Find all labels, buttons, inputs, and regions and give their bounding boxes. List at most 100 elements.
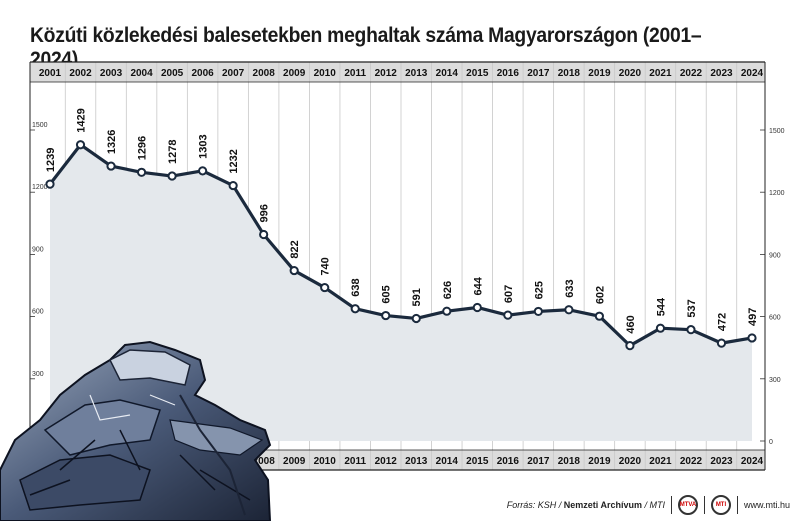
xtick-label-top: 2018 (558, 68, 581, 79)
top-year-band (30, 62, 765, 82)
footer: Forrás: KSH / Nemzeti Archívum / MTI MTV… (507, 495, 790, 515)
data-point (106, 161, 116, 171)
data-label: 625 (533, 281, 545, 299)
data-point (381, 310, 391, 321)
footer-separator (736, 496, 738, 514)
data-label: 1278 (167, 140, 179, 164)
data-point (228, 180, 238, 191)
xtick-label-bottom: 2023 (710, 456, 733, 467)
ytick-label-right: 0 (769, 439, 773, 446)
data-label: 740 (320, 257, 332, 275)
data-point (533, 306, 543, 317)
data-point (716, 338, 727, 348)
xtick-label-bottom: 2018 (558, 456, 581, 467)
xtick-label-top: 2002 (69, 68, 92, 79)
series-line (48, 143, 753, 348)
area-fill (50, 144, 752, 441)
data-point (75, 140, 86, 150)
site-link[interactable]: www.mti.hu (743, 500, 790, 510)
footer-separator (703, 496, 705, 514)
ytick-label-right: 1500 (769, 128, 785, 135)
data-point (259, 229, 269, 240)
data-label: 472 (716, 313, 728, 331)
xtick-label-top: 2009 (283, 68, 306, 79)
area-layer (50, 144, 752, 441)
data-point (472, 302, 482, 313)
xtick-label-top: 2021 (649, 68, 672, 79)
data-label: 638 (350, 278, 362, 296)
xtick-label-top: 2005 (161, 68, 184, 79)
xtick-label-top: 2024 (741, 68, 764, 79)
wrecked-car-illustration (0, 340, 272, 521)
data-point (503, 310, 513, 320)
xtick-label-bottom: 2022 (680, 456, 703, 467)
data-point (350, 304, 360, 314)
data-label: 996 (259, 204, 271, 222)
data-point (594, 311, 604, 321)
xtick-label-top: 2015 (466, 68, 489, 79)
data-point (564, 305, 574, 315)
xtick-label-top: 2004 (130, 68, 153, 79)
xtick-label-top: 2014 (436, 68, 459, 79)
data-point (686, 325, 696, 335)
xtick-label-bottom: 2015 (466, 456, 489, 467)
xtick-label-top: 2003 (100, 68, 123, 79)
data-point (625, 341, 635, 351)
xtick-label-bottom: 2012 (375, 456, 398, 467)
data-label: 1429 (76, 108, 88, 132)
data-label: 1232 (228, 149, 240, 173)
ytick-label-right: 1200 (769, 190, 785, 197)
data-label: 591 (411, 288, 423, 306)
data-point (655, 323, 666, 333)
ytick-label-left: 300 (32, 371, 44, 378)
data-point (289, 265, 299, 276)
xtick-label-top: 2016 (497, 68, 520, 79)
data-point (45, 179, 55, 189)
ytick-label-right: 900 (769, 252, 781, 259)
data-point (198, 166, 208, 176)
data-label: 633 (564, 279, 576, 297)
ytick-label-right: 300 (769, 377, 781, 384)
xtick-label-top: 2019 (588, 68, 611, 79)
label-layer: 1239 1429 1326 1296 1278 1303 1232 996 822 740 638… (45, 108, 759, 333)
xtick-label-top: 2010 (314, 68, 337, 79)
mti-logo-icon: MTI (710, 495, 731, 515)
xtick-label-top: 2017 (527, 68, 550, 79)
data-label: 460 (625, 315, 637, 333)
xtick-label-top: 2020 (619, 68, 642, 79)
data-label: 544 (655, 297, 667, 316)
xtick-label-bottom: 2009 (283, 456, 306, 467)
data-point (411, 313, 421, 324)
data-label: 644 (472, 276, 484, 295)
xtick-label-bottom: 2019 (588, 456, 611, 467)
data-point (747, 333, 757, 343)
data-point (167, 171, 177, 181)
data-label: 822 (289, 240, 301, 258)
footer-separator (670, 496, 672, 514)
xtick-label-bottom: 2010 (314, 456, 337, 467)
xtick-label-bottom: 2008 (253, 456, 276, 467)
data-label: 497 (747, 308, 759, 326)
xtick-label-bottom: 2024 (741, 456, 764, 467)
data-point (320, 282, 330, 293)
xtick-label-top: 2022 (680, 68, 703, 79)
line-layer (45, 140, 757, 351)
data-label: 537 (686, 299, 698, 317)
data-label: 605 (381, 285, 393, 303)
data-label: 1303 (198, 134, 210, 158)
ytick-label-left: 1500 (32, 122, 48, 129)
xtick-label-bottom: 2016 (497, 456, 520, 467)
xtick-label-top: 2007 (222, 68, 245, 79)
ytick-label-left: 600 (32, 309, 44, 316)
xtick-label-top: 2013 (405, 68, 428, 79)
data-label: 602 (594, 286, 606, 304)
data-label: 1239 (45, 148, 57, 172)
xtick-label-bottom: 2013 (405, 456, 428, 467)
xtick-label-bottom: 2014 (436, 456, 459, 467)
data-point (442, 306, 452, 316)
xtick-label-top: 2012 (375, 68, 398, 79)
xtick-label-top: 2008 (253, 68, 276, 79)
xtick-label-top: 2011 (344, 68, 366, 79)
xtick-label-top: 2023 (710, 68, 733, 79)
